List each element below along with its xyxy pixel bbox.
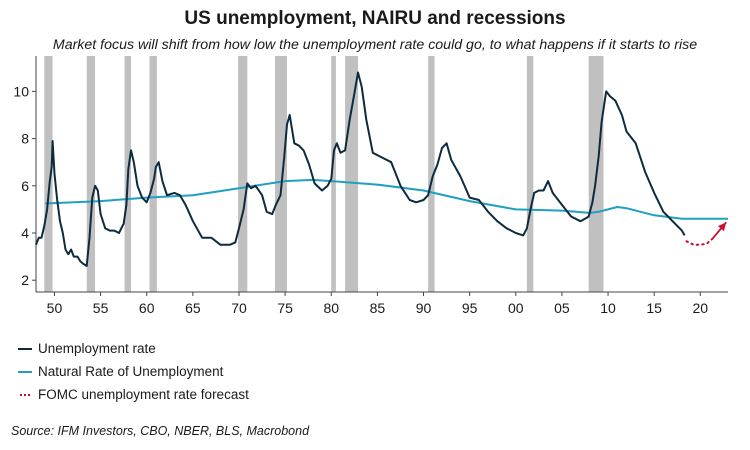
legend-label-forecast: FOMC unemployment rate forecast	[38, 387, 249, 402]
legend-label-unemployment: Unemployment rate	[38, 341, 156, 356]
x-tick-label-8: 90	[416, 300, 432, 316]
legend-item-nairu: Natural Rate of Unemployment	[18, 364, 223, 379]
y-tick-label-1: 4	[21, 225, 29, 241]
recession-band-5	[274, 56, 287, 292]
legend-swatch-unemployment	[18, 347, 32, 350]
x-tick-label-4: 70	[231, 300, 247, 316]
recession-band-8	[428, 56, 435, 292]
recession-band-0	[44, 56, 53, 292]
x-tick-label-6: 80	[323, 300, 339, 316]
x-tick-label-9: 95	[462, 300, 478, 316]
y-tick-label-4: 10	[13, 83, 29, 99]
x-tick-label-3: 65	[185, 300, 201, 316]
legend-label-nairu: Natural Rate of Unemployment	[38, 364, 224, 379]
forecast-arrow-head	[717, 222, 727, 232]
forecast-line	[685, 237, 714, 246]
recession-band-7	[345, 56, 359, 292]
x-tick-label-10: 00	[508, 300, 524, 316]
x-tick-label-13: 15	[646, 300, 662, 316]
axes	[32, 56, 728, 296]
x-tick-label-2: 60	[139, 300, 155, 316]
x-tick-label-7: 85	[370, 300, 386, 316]
tick-labels: 50 55 60 65 70 75 80 85 90 95 00 05 10 15 20 2 4 6 8 10	[13, 83, 708, 316]
recession-band-9	[526, 56, 534, 292]
chart-plot: 50 55 60 65 70 75 80 85 90 95 00 05 10 15 20 2 4 6 8 10	[13, 56, 728, 316]
recession-band-3	[149, 56, 157, 292]
series-lines	[35, 71, 728, 267]
y-tick-label-0: 2	[21, 272, 29, 288]
unemployment-line	[35, 71, 686, 267]
legend-swatch-forecast	[20, 393, 30, 396]
legend-item-unemployment: Unemployment rate	[18, 341, 156, 356]
chart-subtitle: Market focus will shift from how low the…	[52, 37, 698, 53]
nairu-line	[45, 178, 728, 220]
chart-title: US unemployment, NAIRU and recessions	[184, 8, 566, 29]
recession-band-6	[331, 56, 336, 292]
x-tick-label-14: 20	[693, 300, 709, 316]
recession-band-1	[86, 56, 96, 292]
x-tick-label-0: 50	[47, 300, 63, 316]
y-tick-label-3: 8	[21, 131, 29, 147]
x-tick-label-1: 55	[93, 300, 109, 316]
y-tick-label-2: 6	[21, 178, 29, 194]
legend-swatch-nairu	[18, 370, 32, 373]
legend-item-forecast: FOMC unemployment rate forecast	[18, 387, 249, 402]
x-tick-label-12: 10	[600, 300, 616, 316]
recession-band-4	[238, 56, 248, 292]
x-tick-label-5: 75	[277, 300, 293, 316]
x-tick-label-11: 05	[554, 300, 570, 316]
source-note: Source: IFM Investors, CBO, NBER, BLS, M…	[11, 424, 310, 438]
